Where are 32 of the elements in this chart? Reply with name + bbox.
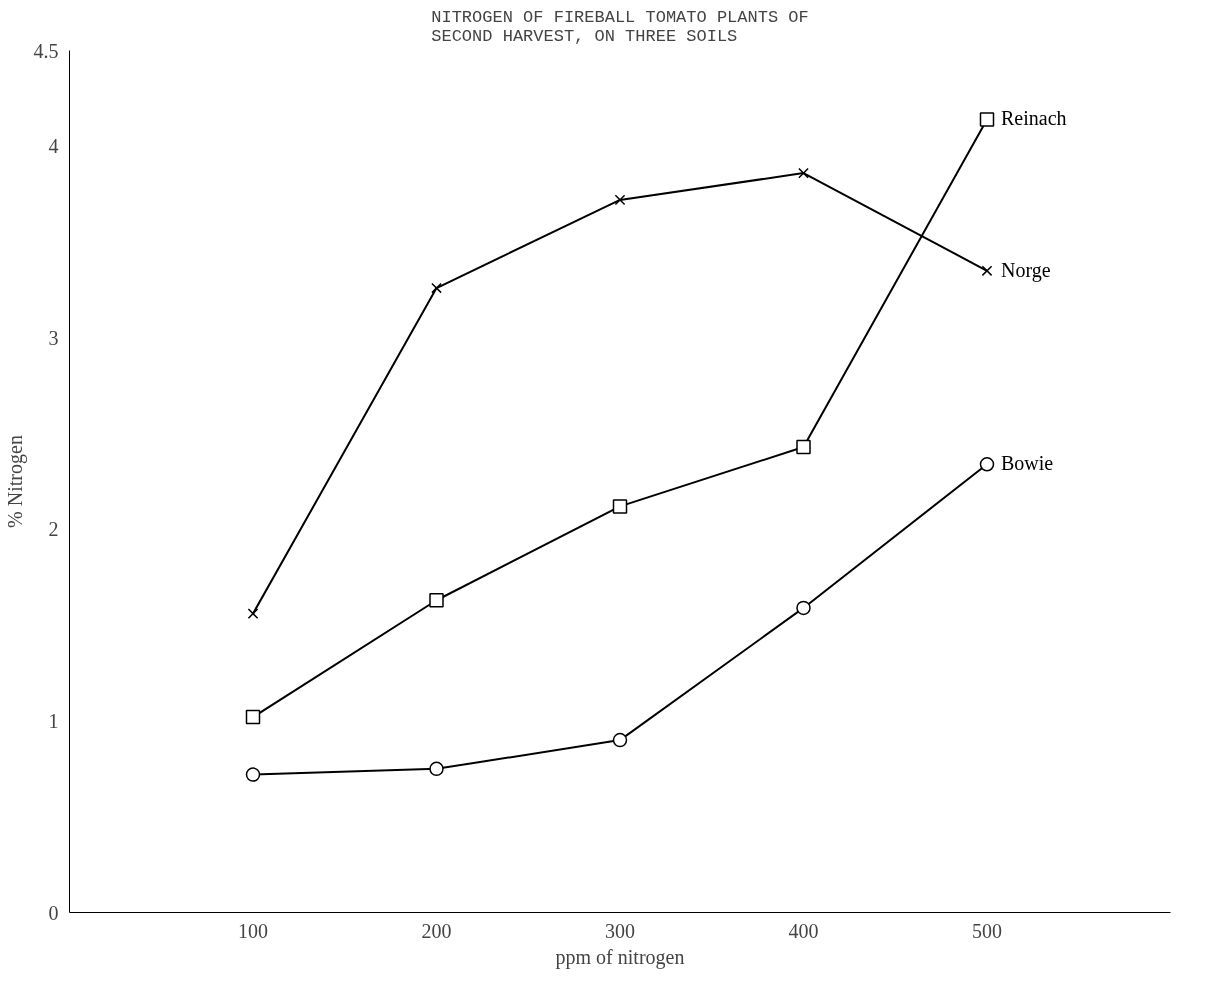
y-tick-label: 4.5	[33, 39, 59, 62]
point	[247, 608, 259, 620]
series-label: Bowie	[1001, 452, 1054, 475]
point	[981, 265, 993, 277]
point	[612, 499, 628, 514]
x-tick-label: 200	[421, 919, 452, 942]
x-tick-label: 400	[788, 919, 819, 942]
point	[796, 600, 811, 616]
point	[431, 282, 442, 294]
y-axis-title: % Nitrogen	[3, 435, 27, 528]
y-tick-label: 0	[48, 901, 59, 924]
point	[979, 112, 995, 127]
x-tick-label: 500	[972, 919, 1002, 942]
point	[245, 767, 261, 782]
point	[614, 194, 626, 206]
x-axis-title: ppm of nitrogen	[555, 945, 685, 969]
y-tick-label: 2	[48, 518, 59, 541]
point	[798, 167, 809, 179]
x-tick-label: 100	[238, 919, 268, 942]
y-tick-label: 1	[48, 709, 59, 732]
chart-title: NITROGEN OF FIREBALL TOMATO PLANTS OF SECOND HARVEST, ON THREE SOILS	[431, 7, 809, 46]
y-tick-label: 3	[48, 326, 59, 349]
point	[429, 593, 444, 608]
point	[796, 439, 811, 455]
point	[979, 457, 995, 472]
point	[245, 709, 261, 725]
point	[429, 761, 444, 777]
series-label: Norge	[1001, 258, 1051, 282]
point	[612, 732, 628, 748]
y-tick-label: 4	[48, 135, 59, 158]
x-tick-label: 300	[605, 919, 635, 942]
series-label: Reinach	[1001, 107, 1067, 130]
